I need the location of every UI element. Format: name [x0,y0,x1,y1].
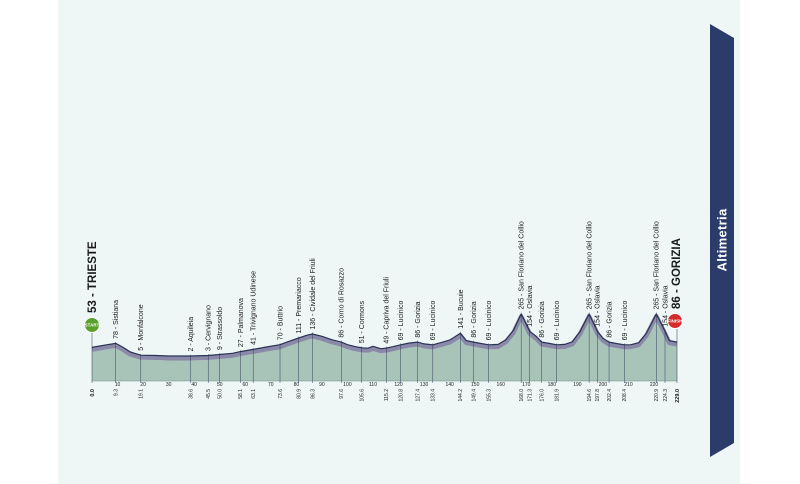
waypoint-km-label: 50.0 [218,389,224,399]
axis-tick-label: 110 [369,382,377,388]
axis-tick-label: 200 [599,382,608,388]
waypoint-km-label: 155.3 [487,389,493,402]
waypoint-name-label: 41 - Trivignano Udinese [251,271,258,345]
waypoint-km-label: 45.5 [206,389,212,399]
waypoint-name-label: 141 - Bucuie [458,289,465,328]
waypoint-name-label: 86 - Gorizia [606,301,613,337]
waypoint-name-label: 69 - Lucinico [430,301,437,341]
waypoint-name-label: 3 - Cervignano [206,305,213,351]
axis-tick-label: 120 [394,382,403,388]
waypoint-name-label: 86 - Corno di Rosazzo [339,268,346,338]
axis-tick-label: 90 [319,382,325,388]
axis-tick-label: 190 [573,382,582,388]
axis-tick-label: 100 [343,382,352,388]
waypoint-name-label: 265 - San Floriano del Collio [587,221,594,309]
waypoint-km-label: 73.6 [278,389,284,399]
waypoint-km-label: 181.9 [554,389,560,402]
waypoint-name-label: 86 - Gorizia [415,301,422,337]
waypoint-name-label: 154 - Oslavia [662,285,669,326]
finish-badge-text: FINISH [668,319,683,324]
waypoint-name-label: 265 - San Floriano del Collio [519,221,526,309]
waypoint-km-label: 176.0 [539,389,545,402]
waypoint-km-label: 133.4 [431,389,437,402]
waypoint-km-label: 120.8 [398,389,404,402]
waypoint-km-label: 197.8 [595,389,601,402]
altimetria-banner [710,24,734,457]
waypoint-km-label: 194.6 [587,389,593,402]
waypoint-km-label: 208.4 [622,389,628,402]
waypoint-name-label: 69 - Lucinico [554,301,561,341]
waypoint-name-label: 111 - Premariacco [296,277,303,333]
finish-name-label: 86 - GORIZIA [671,238,683,309]
axis-tick-label: 10 [115,382,121,388]
axis-tick-label: 40 [191,382,197,388]
waypoint-name-label: 69 - Lucinico [622,301,629,341]
waypoint-name-label: 69 - Lucinico [398,301,405,341]
profile-sheet [58,0,740,484]
start-badge-text: START [85,323,100,328]
axis-tick-label: 70 [268,382,274,388]
axis-tick-label: 20 [140,382,146,388]
waypoint-km-label: 97.6 [339,389,345,399]
profile-road-band [91,314,678,361]
waypoint-name-label: 70 - Buttrio [277,306,284,340]
waypoint-name-label: 9 - Strassoldo [217,307,224,350]
start-badge [84,317,100,333]
waypoint-name-label: 69 - Lucinico [486,301,493,341]
waypoint-name-label: 154 - Oslavia [595,285,602,326]
axis-tick-label: 50 [217,382,223,388]
waypoint-km-label: 220.9 [654,389,660,402]
waypoint-name-label: 86 - Gorizia [539,301,546,337]
waypoint-name-label: 265 - San Floriano del Collio [654,221,661,309]
waypoint-km-label: 86.3 [310,389,316,399]
finish-badge [667,313,683,329]
waypoint-km-label: 149.4 [471,389,477,402]
waypoint-km-label: 19.1 [139,389,145,399]
profile-line [91,313,678,357]
waypoint-name-label: 49 - Capriva del Friuli [384,277,391,344]
waypoint-name-label: 86 - Gorizia [471,301,478,337]
axis-tick-label: 160 [497,382,506,388]
waypoint-km-label: 63.1 [251,389,257,399]
axis-tick-label: 170 [522,382,531,388]
start-name-label: 53 - TRIESTE [87,241,99,313]
profile-ground-area [92,318,677,381]
waypoint-km-label: 80.9 [296,389,302,399]
banner-shape [710,24,734,457]
waypoint-km-label: 144.2 [458,389,464,402]
waypoint-name-label: 136 - Cividale del Friuli [310,258,317,330]
waypoint-name-label: 5 - Monfalcone [138,304,145,350]
waypoint-name-label: 2 - Aquileia [188,317,195,352]
waypoint-km-label: 38.6 [188,389,194,399]
waypoint-km-label: 9.3 [114,389,120,396]
waypoint-km-label: 127.4 [415,389,421,402]
axis-tick-label: 60 [242,382,248,388]
waypoint-name-label: 154 - Oslavia [527,285,534,326]
waypoint-km-label: 105.6 [360,389,366,402]
axis-tick-label: 180 [548,382,557,388]
axis-tick-label: 80 [294,382,300,388]
axis-tick-label: 140 [445,382,454,388]
waypoint-km-label: 224.3 [663,389,669,402]
waypoint-km-label: 171.3 [527,389,533,402]
waypoint-name-label: 51 - Cormons [359,300,366,343]
waypoint-name-label: 27 - Palmanova [238,298,245,347]
axis-tick-label: 150 [471,382,480,388]
altimetria-title-text: Altimetria [714,208,730,272]
waypoint-km-label: 115.2 [384,389,390,401]
waypoint-name-label: 78 - Sistiana [113,300,120,339]
finish-km-label: 229.0 [675,389,681,403]
waypoint-km-label: 58.1 [238,389,244,399]
waypoint-km-label: 202.4 [607,389,613,402]
axis-tick-label: 220 [650,382,659,388]
axis-tick-label: 210 [624,382,633,388]
axis-tick-label: 30 [166,382,172,388]
start-km-label: 0.0 [90,389,96,397]
axis-tick-label: 130 [420,382,429,388]
waypoint-km-label: 168.0 [519,389,525,402]
